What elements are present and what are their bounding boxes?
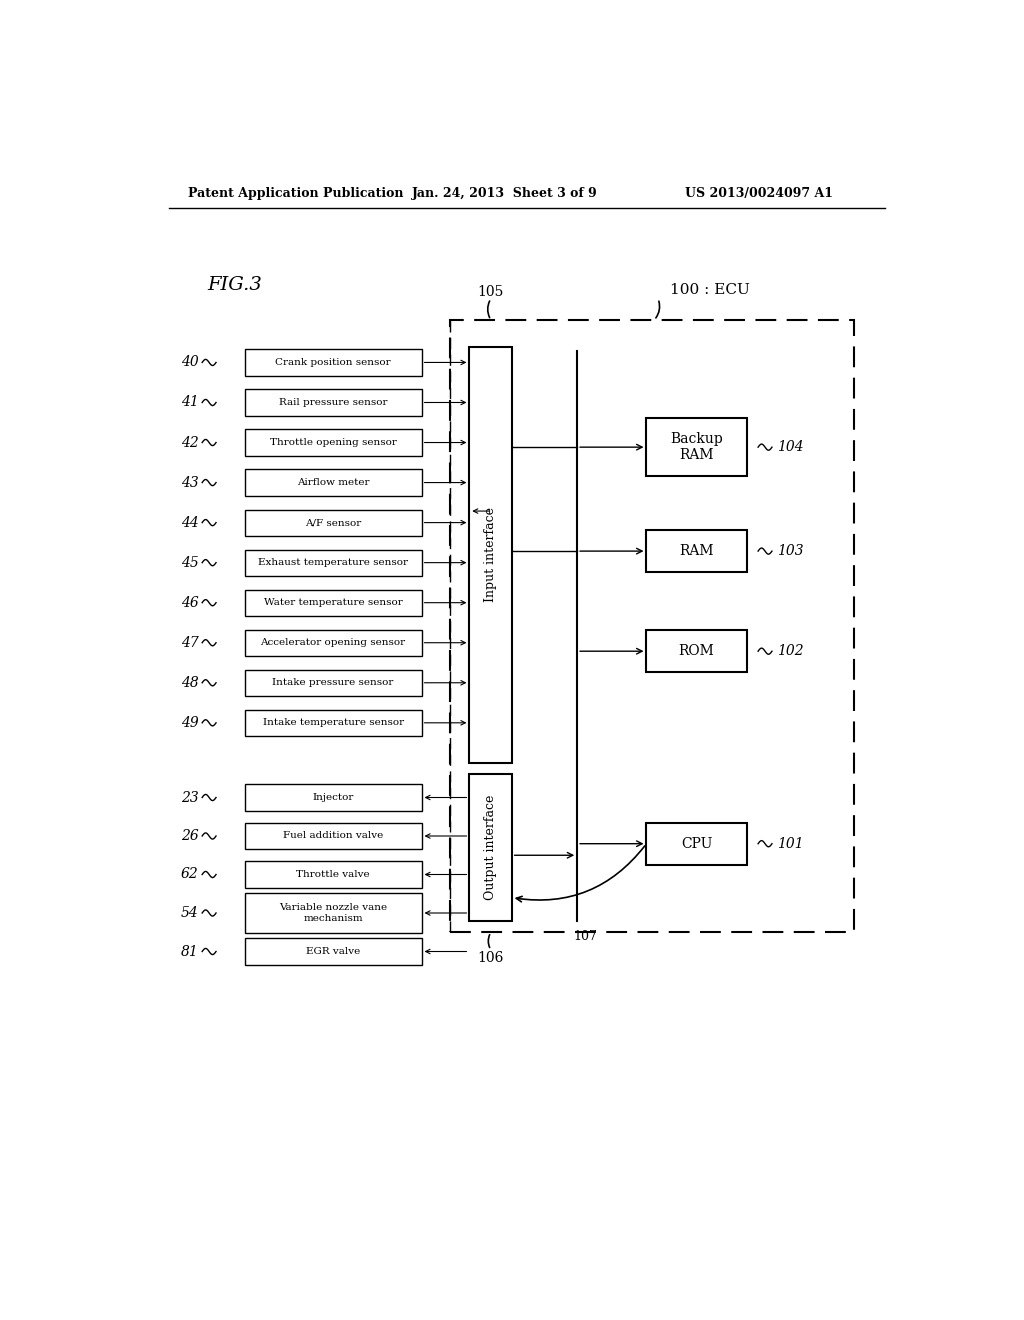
Text: 26: 26	[180, 829, 199, 843]
Text: 48: 48	[180, 676, 199, 690]
Text: 42: 42	[180, 436, 199, 450]
Text: US 2013/0024097 A1: US 2013/0024097 A1	[685, 186, 833, 199]
Text: Crank position sensor: Crank position sensor	[275, 358, 391, 367]
Text: Patent Application Publication: Patent Application Publication	[188, 186, 403, 199]
Bar	[646, 529, 746, 573]
Text: Injector: Injector	[312, 793, 353, 803]
Text: ROM: ROM	[679, 644, 715, 659]
Text: RAM: RAM	[679, 544, 714, 558]
Text: Water temperature sensor: Water temperature sensor	[264, 598, 402, 607]
Text: 101: 101	[777, 837, 804, 850]
Bar	[245, 892, 422, 933]
Text: 41: 41	[180, 396, 199, 409]
Bar	[245, 549, 422, 576]
Text: 47: 47	[180, 636, 199, 649]
Bar	[245, 710, 422, 737]
Text: Airflow meter: Airflow meter	[297, 478, 370, 487]
Text: 49: 49	[180, 715, 199, 730]
Bar	[469, 775, 512, 921]
Text: 54: 54	[180, 906, 199, 920]
Text: Accelerator opening sensor: Accelerator opening sensor	[260, 639, 406, 647]
Text: Exhaust temperature sensor: Exhaust temperature sensor	[258, 558, 409, 568]
Bar	[245, 630, 422, 656]
Text: Rail pressure sensor: Rail pressure sensor	[279, 399, 387, 407]
Bar	[245, 590, 422, 615]
Text: Jan. 24, 2013  Sheet 3 of 9: Jan. 24, 2013 Sheet 3 of 9	[412, 186, 597, 199]
Bar	[245, 822, 422, 849]
Text: Variable nozzle vane
mechanism: Variable nozzle vane mechanism	[279, 903, 387, 923]
Bar	[245, 784, 422, 810]
Bar	[646, 822, 746, 865]
Text: 104: 104	[777, 440, 804, 454]
Text: Output interface: Output interface	[484, 795, 497, 900]
Bar	[646, 630, 746, 672]
Bar	[646, 418, 746, 477]
Text: 105: 105	[478, 285, 504, 298]
Text: Intake pressure sensor: Intake pressure sensor	[272, 678, 394, 688]
Text: EGR valve: EGR valve	[306, 946, 360, 956]
Bar	[469, 347, 512, 763]
Bar	[245, 350, 422, 376]
Text: 102: 102	[777, 644, 804, 659]
Text: 40: 40	[180, 355, 199, 370]
Bar	[245, 862, 422, 887]
Text: Backup
RAM: Backup RAM	[670, 432, 723, 462]
Text: A/F sensor: A/F sensor	[305, 519, 361, 527]
Text: 45: 45	[180, 556, 199, 570]
Text: Input interface: Input interface	[484, 507, 497, 602]
Text: 100 : ECU: 100 : ECU	[670, 282, 750, 297]
Bar	[245, 470, 422, 496]
Bar	[245, 389, 422, 416]
Text: 106: 106	[478, 952, 504, 965]
Text: Throttle opening sensor: Throttle opening sensor	[269, 438, 396, 447]
Text: CPU: CPU	[681, 837, 713, 850]
Text: FIG.3: FIG.3	[208, 276, 262, 294]
Text: Fuel addition valve: Fuel addition valve	[283, 832, 383, 841]
Text: 62: 62	[180, 867, 199, 882]
Text: 103: 103	[777, 544, 804, 558]
Text: 81: 81	[180, 945, 199, 958]
Text: 107: 107	[573, 929, 597, 942]
Text: Intake temperature sensor: Intake temperature sensor	[262, 718, 403, 727]
Bar	[245, 669, 422, 696]
Text: 23: 23	[180, 791, 199, 804]
Bar	[245, 429, 422, 455]
Text: 44: 44	[180, 516, 199, 529]
Bar	[245, 510, 422, 536]
Text: 43: 43	[180, 475, 199, 490]
Text: 46: 46	[180, 595, 199, 610]
Text: Throttle valve: Throttle valve	[296, 870, 370, 879]
Bar	[245, 939, 422, 965]
Bar	[451, 321, 854, 932]
